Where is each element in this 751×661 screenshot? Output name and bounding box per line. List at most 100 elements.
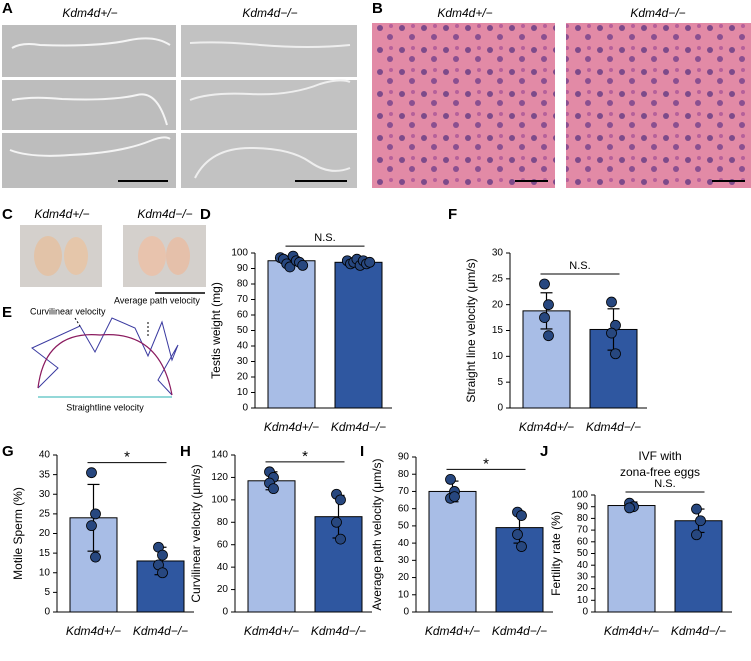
data-point (86, 467, 97, 479)
y-tick-label: 25 (39, 509, 51, 520)
bar (247, 480, 296, 613)
y-tick-label: 40 (217, 562, 229, 573)
data-point (606, 327, 617, 339)
y-tick-label: 30 (577, 572, 589, 583)
y-tick-label: 0 (242, 403, 248, 414)
y-tick-label: 20 (237, 372, 249, 383)
data-point (624, 502, 635, 514)
data-point (516, 510, 527, 521)
y-tick-label: 20 (217, 584, 229, 595)
y-tick-label: 80 (577, 513, 589, 524)
sperm-images (2, 25, 357, 188)
genotype-label: Kdm4d+/− (34, 207, 89, 221)
bar (267, 260, 316, 409)
histology-images (372, 23, 751, 188)
data-point (364, 256, 376, 268)
y-tick-label: 0 (222, 607, 228, 618)
y-tick-label: 30 (398, 555, 410, 566)
y-tick-label: 10 (39, 567, 51, 578)
significance-label: N.S. (569, 260, 590, 272)
x-tick-label: Kdm4d−/− (586, 420, 641, 434)
diagram-label: Curvilinear velocity (30, 306, 106, 316)
x-tick-label: Kdm4d−/− (671, 624, 726, 638)
data-point (606, 296, 617, 308)
data-point (268, 483, 279, 495)
y-tick-label: 70 (577, 525, 589, 536)
data-point (539, 312, 550, 323)
diagram-label: Average path velocity (114, 295, 200, 305)
panel-letter: A (2, 0, 13, 17)
x-tick-label: Kdm4d−/− (331, 420, 386, 434)
x-tick-label: Kdm4d+/− (244, 624, 299, 638)
genotype-label: Kdm4d−/− (242, 6, 297, 20)
y-tick-label: 50 (237, 325, 249, 336)
x-tick-label: Kdm4d+/− (604, 624, 659, 638)
genotype-label: Kdm4d−/− (630, 6, 685, 20)
x-tick-label: Kdm4d+/− (519, 420, 574, 434)
y-tick-label: 60 (217, 539, 229, 550)
bar (607, 505, 656, 613)
data-point (86, 520, 97, 532)
y-tick-label: 100 (231, 248, 248, 259)
x-tick-label: Kdm4d+/− (66, 624, 121, 638)
panel-letter: B (372, 0, 383, 17)
y-axis-label: Curvilinear velocity (μm/s) (189, 464, 203, 602)
y-tick-label: 5 (497, 377, 503, 388)
y-tick-label: 10 (237, 387, 249, 398)
data-point (695, 515, 706, 527)
bar (428, 490, 477, 613)
y-tick-label: 100 (211, 494, 228, 505)
y-tick-label: 40 (398, 538, 410, 549)
y-tick-label: 15 (39, 548, 51, 559)
chart-title: zona-free eggs (620, 465, 700, 479)
y-tick-label: 90 (577, 501, 589, 512)
data-point (445, 473, 456, 485)
chart-title: IVF with (638, 449, 681, 463)
x-tick-label: Kdm4d−/− (311, 624, 366, 638)
y-tick-label: 50 (577, 548, 589, 559)
panel-letter: I (360, 443, 364, 460)
data-point (516, 541, 527, 552)
data-point (543, 299, 554, 311)
y-tick-label: 0 (497, 403, 503, 414)
data-point (157, 549, 168, 561)
y-tick-label: 40 (577, 560, 589, 571)
y-tick-label: 70 (237, 294, 249, 305)
x-tick-label: Kdm4d+/− (425, 624, 480, 638)
panel-letter: F (448, 206, 457, 223)
panel-letter: H (180, 443, 191, 460)
y-tick-label: 30 (492, 248, 504, 259)
y-tick-label: 35 (39, 469, 51, 480)
y-tick-label: 80 (237, 279, 249, 290)
panel-letter: D (200, 206, 211, 223)
x-tick-label: Kdm4d−/− (133, 624, 188, 638)
y-tick-label: 80 (217, 517, 229, 528)
y-tick-label: 30 (237, 356, 249, 367)
data-point (157, 567, 168, 579)
panel-letter: G (2, 443, 14, 460)
y-tick-label: 80 (398, 469, 410, 480)
y-axis-label: Straight line velocity (μm/s) (464, 258, 478, 402)
data-point (297, 259, 309, 271)
y-tick-label: 70 (398, 486, 410, 497)
data-point (331, 516, 342, 528)
genotype-label: Kdm4d+/− (437, 6, 492, 20)
y-tick-label: 100 (571, 490, 588, 501)
y-tick-label: 20 (39, 528, 51, 539)
data-point (335, 533, 346, 545)
y-tick-label: 120 (211, 472, 228, 483)
y-tick-label: 90 (237, 263, 249, 274)
significance-label: N.S. (314, 232, 335, 244)
y-tick-label: 50 (398, 521, 410, 532)
y-tick-label: 5 (44, 587, 50, 598)
genotype-label: Kdm4d−/− (137, 207, 192, 221)
significance-label: * (302, 448, 308, 465)
significance-label: * (483, 455, 489, 472)
y-tick-label: 20 (398, 572, 410, 583)
panel-letter: C (2, 206, 13, 223)
y-tick-label: 60 (237, 310, 249, 321)
data-point (610, 348, 621, 360)
data-point (90, 551, 101, 563)
diagram-label: Straightline velocity (66, 402, 144, 412)
